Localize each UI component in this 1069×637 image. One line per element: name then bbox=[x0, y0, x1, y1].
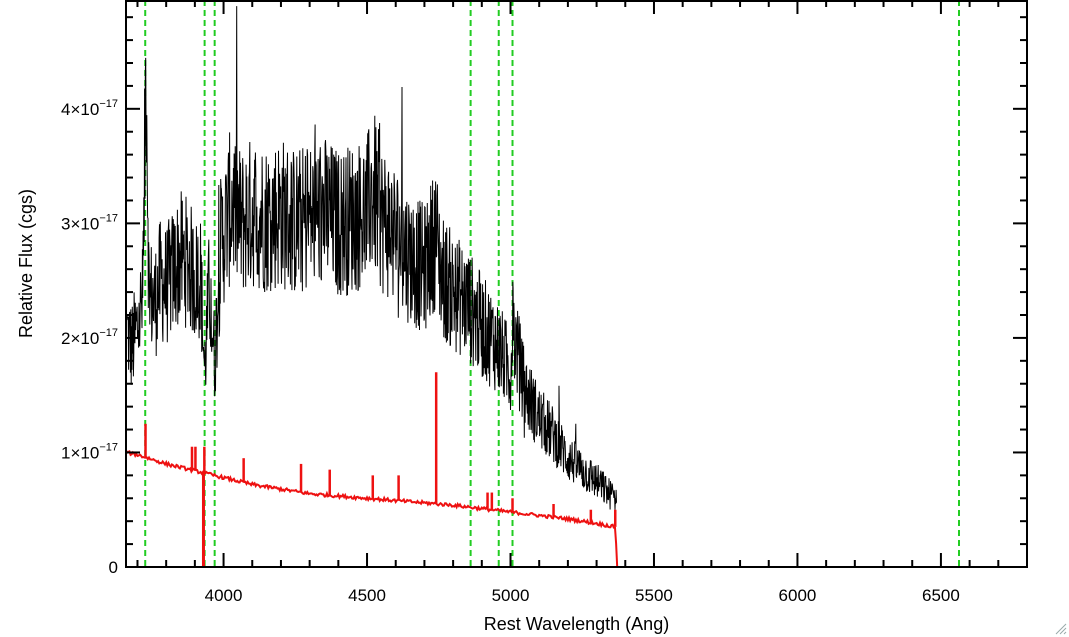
observed-spectrum-line bbox=[126, 6, 617, 510]
y-tick-label: 1×10−17 bbox=[61, 441, 118, 462]
resize-grip-icon[interactable] bbox=[1055, 623, 1067, 635]
series-layer bbox=[125, 6, 1027, 568]
y-tick-label: 3×10−17 bbox=[61, 212, 118, 233]
x-tick-label: 6500 bbox=[922, 586, 960, 605]
x-tick-label: 4500 bbox=[348, 586, 386, 605]
x-tick-label: 5500 bbox=[635, 586, 673, 605]
axis-ticks bbox=[126, 0, 1028, 568]
x-tick-label: 6000 bbox=[779, 586, 817, 605]
y-tick-label: 4×10−17 bbox=[61, 98, 118, 119]
x-tick-labels: 4000 4500 5000 5500 6000 6500 bbox=[205, 586, 960, 605]
y-tick-label: 2×10−17 bbox=[61, 327, 118, 348]
plot-frame bbox=[125, 0, 1028, 568]
x-tick-label: 4000 bbox=[205, 586, 243, 605]
y-tick-labels: 0 1×10−17 2×10−17 3×10−17 4×10−17 bbox=[61, 98, 118, 577]
y-axis-title: Relative Flux (cgs) bbox=[16, 189, 36, 338]
x-tick-label: 5000 bbox=[492, 586, 530, 605]
y-tick-label: 0 bbox=[109, 558, 118, 577]
x-axis-title: Rest Wavelength (Ang) bbox=[484, 614, 669, 634]
